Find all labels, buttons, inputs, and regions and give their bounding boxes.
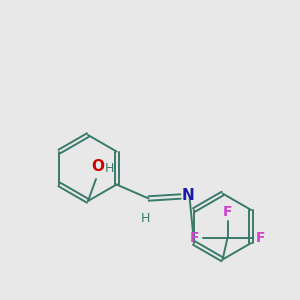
Text: F: F [223,205,232,218]
Text: O: O [92,159,104,174]
Text: F: F [190,230,200,244]
Text: N: N [182,188,194,203]
Text: H: H [104,162,114,175]
Text: H: H [141,212,150,224]
Text: F: F [256,230,265,244]
